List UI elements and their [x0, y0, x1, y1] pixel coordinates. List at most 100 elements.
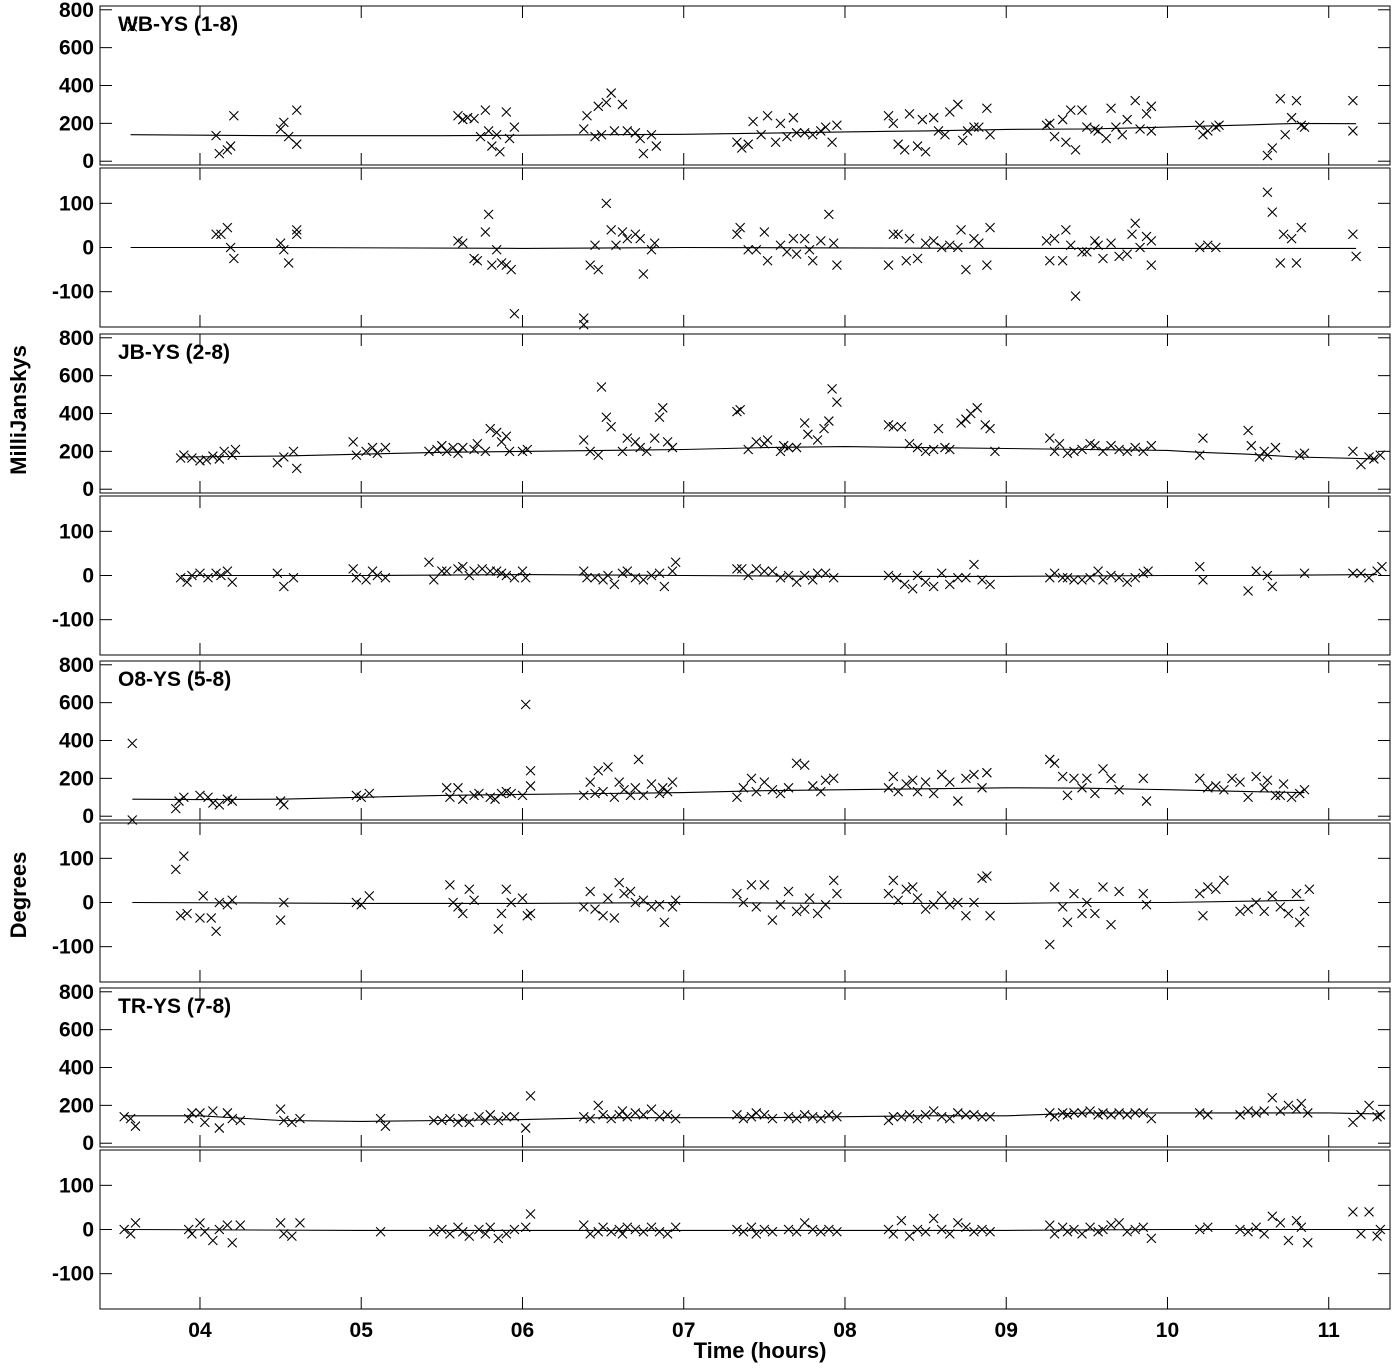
phase-data-point: [635, 233, 646, 244]
x-tick-label: 09: [995, 1319, 1018, 1342]
amplitude-data-point: [662, 437, 673, 447]
amplitude-data-point: [756, 129, 767, 140]
phase-data-point: [1138, 568, 1149, 579]
amplitude-data-point: [1077, 105, 1087, 115]
phase-data-point: [175, 572, 186, 583]
phase-data-point: [622, 233, 633, 244]
phase-data-point: [907, 882, 918, 892]
amplitude-data-point: [928, 788, 939, 799]
phase-data-point: [182, 908, 192, 919]
phase-data-point: [1062, 1226, 1073, 1237]
phase-data-point: [506, 897, 517, 908]
amplitude-data-point: [453, 448, 463, 459]
amplitude-data-point: [638, 790, 649, 801]
amplitude-data-point: [351, 450, 362, 461]
amplitude-data-point: [732, 137, 742, 148]
amplitude-data-point: [1259, 1106, 1270, 1116]
amplitude-data-point: [585, 446, 596, 457]
amplitude-data-point: [1081, 122, 1092, 133]
phase-data-point: [175, 910, 186, 921]
phase-data-point: [952, 572, 963, 583]
phase-data-point: [480, 1229, 491, 1239]
amplitude-data-point: [1251, 1108, 1262, 1118]
phase-data-point: [961, 264, 971, 275]
amplitude-data-point: [475, 131, 486, 142]
amplitude-data-point: [746, 773, 757, 784]
phase-data-point: [759, 227, 770, 237]
phase-data-point: [1146, 260, 1157, 271]
amplitude-data-point: [1280, 129, 1291, 140]
amplitude-data-point: [283, 131, 294, 142]
amplitude-data-point: [291, 105, 302, 115]
amplitude-data-point: [912, 1113, 923, 1124]
amplitude-data-point: [622, 126, 633, 136]
amplitude-data-point: [1278, 779, 1289, 789]
phase-data-point: [593, 264, 604, 275]
amplitude-data-point: [1093, 126, 1104, 136]
amplitude-data-point: [1049, 131, 1060, 142]
amplitude-data-point: [1146, 126, 1157, 136]
amplitude-data-point: [453, 782, 463, 793]
phase-data-point: [896, 1215, 907, 1226]
phase-data-point: [732, 888, 742, 899]
amplitude-data-point: [625, 790, 636, 801]
phase-data-point: [1130, 1224, 1141, 1235]
amplitude-data-point: [1141, 109, 1152, 119]
phase-data-point: [832, 888, 842, 899]
amplitude-data-point: [1077, 1108, 1087, 1118]
phase-data-point: [380, 572, 391, 583]
phase-data-point: [969, 897, 979, 908]
amplitude-data-point: [1106, 1109, 1116, 1120]
phase-data-point: [1130, 218, 1141, 229]
phase-data-point: [799, 904, 810, 915]
phase-data-point: [1057, 255, 1068, 266]
amplitude-data-point: [969, 1109, 979, 1120]
amplitude-data-point: [517, 790, 528, 801]
phase-data-point: [961, 910, 971, 921]
phase-data-point: [483, 209, 494, 220]
phase-data-point: [195, 1217, 205, 1228]
phase-data-point: [493, 1233, 504, 1244]
phase-data-point: [464, 884, 475, 895]
phase-data-point: [630, 572, 641, 583]
amplitude-data-point: [920, 1109, 931, 1120]
phase-data-point: [617, 1229, 628, 1239]
amplitude-data-point: [1049, 758, 1060, 769]
amplitude-data-point: [1275, 790, 1286, 801]
amplitude-y-tick-label: 600: [59, 1019, 94, 1042]
phase-data-point: [428, 1226, 439, 1237]
phase-data-point: [920, 238, 931, 248]
amplitude-data-point: [1114, 444, 1124, 455]
amplitude-data-point: [743, 444, 754, 455]
phase-data-point: [828, 238, 839, 248]
amplitude-data-point: [649, 433, 660, 443]
amplitude-data-point: [654, 412, 665, 423]
amplitude-data-point: [1262, 450, 1273, 461]
phase-data-point: [832, 260, 842, 271]
amplitude-data-point: [1044, 754, 1055, 765]
phase-data-point: [1235, 1224, 1245, 1235]
phase-data-point: [486, 260, 497, 271]
amplitude-data-point: [933, 126, 944, 136]
amplitude-data-point: [1194, 450, 1205, 461]
phase-data-point: [1198, 575, 1208, 585]
amplitude-data-point: [457, 1113, 468, 1124]
amplitude-data-point: [1114, 784, 1124, 795]
amplitude-data-point: [799, 1109, 810, 1120]
phase-data-point: [130, 1217, 141, 1228]
amplitude-data-point: [759, 777, 770, 788]
amplitude-data-point: [920, 146, 931, 157]
phase-data-point: [1122, 577, 1133, 588]
phase-data-point: [804, 244, 815, 255]
phase-data-point: [751, 244, 762, 255]
amplitude-y-tick-label: 400: [59, 75, 94, 98]
phase-data-point: [907, 583, 918, 594]
phase-data-point: [654, 899, 665, 910]
amplitude-data-point: [775, 788, 786, 799]
amplitude-data-point: [952, 99, 963, 110]
phase-data-point: [1044, 939, 1055, 950]
amplitude-data-point: [1286, 792, 1297, 803]
phase-data-point: [1251, 1222, 1262, 1233]
phase-data-point: [732, 229, 742, 240]
amplitude-data-point: [1291, 1104, 1302, 1115]
